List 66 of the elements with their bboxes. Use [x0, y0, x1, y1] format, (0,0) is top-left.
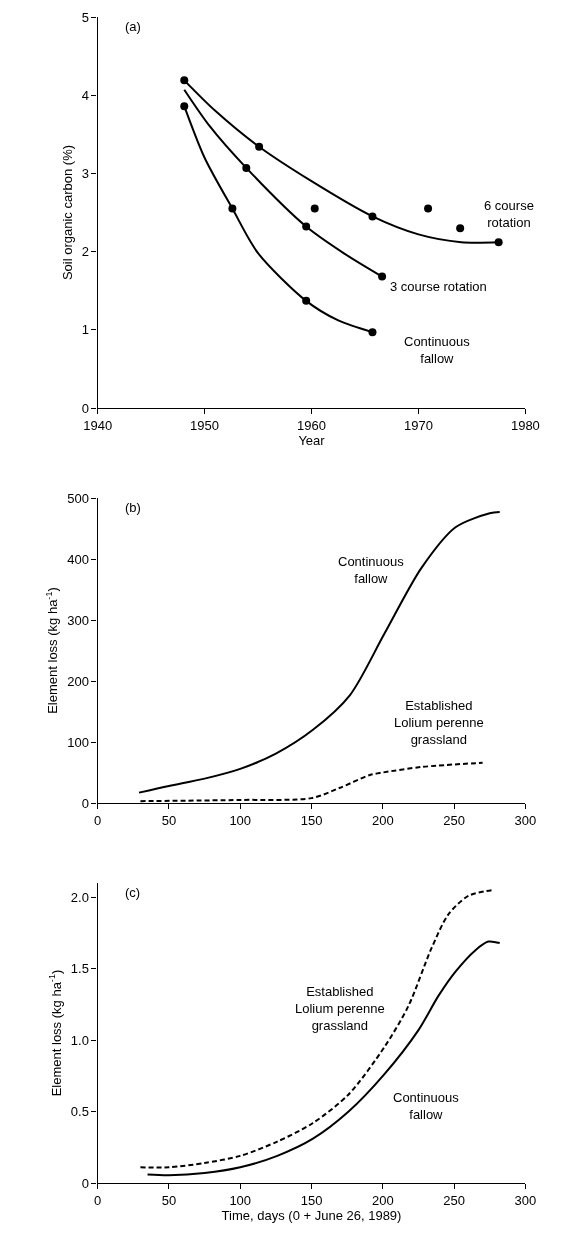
annotation: (a): [125, 19, 141, 34]
x-tick-label: 1970: [403, 417, 433, 433]
series-label: Established Lolium perenne grassland: [394, 698, 484, 747]
y-tick-label: 0.5: [70, 1104, 89, 1120]
y-tick-label: 3: [81, 165, 89, 181]
line-series: [146, 940, 501, 1177]
x-tick-label: 300: [514, 1192, 537, 1208]
y-tick-label: 0: [81, 1175, 89, 1191]
x-axis-title: Time, days (0 + June 26, 1989): [221, 1208, 402, 1224]
x-tick-label: 300: [514, 812, 537, 828]
y-tick-label: 300: [67, 612, 89, 628]
x-tick-label: 150: [300, 1192, 323, 1208]
point: [456, 224, 465, 233]
annotation: (c): [125, 885, 141, 900]
y-tick-label: 0: [81, 400, 89, 416]
x-tick-label: 150: [300, 812, 323, 828]
series-label: Continuous fallow: [393, 1090, 460, 1122]
y-tick-label: 4: [81, 87, 89, 103]
y-tick-label: 100: [67, 734, 89, 750]
x-tick-label: 1960: [297, 417, 326, 433]
y-tick-label: 1.5: [70, 961, 89, 977]
text: Continuous fallow: [404, 334, 471, 366]
point: [302, 296, 311, 305]
x-tick-label: 1980: [510, 417, 540, 433]
x-tick-label: 50: [161, 1192, 177, 1208]
y-axis-title: Soil organic carbon (%): [59, 144, 75, 281]
point: [424, 204, 433, 213]
x-tick-label: 200: [371, 1192, 394, 1208]
line-series: [139, 889, 494, 1169]
point: [255, 142, 264, 151]
y-tick-label: 2: [81, 244, 89, 260]
x-tick-label: 50: [161, 812, 177, 828]
x-tick-label: 0: [94, 1192, 102, 1208]
point: [242, 163, 251, 172]
x-tick-label: 1950: [190, 417, 220, 433]
point: [378, 272, 387, 281]
y-tick-label: 1.0: [70, 1032, 89, 1048]
point: [494, 238, 503, 247]
x-tick-label: 100: [229, 1192, 252, 1208]
x-tick-label: 100: [229, 812, 252, 828]
y-tick-label: 5: [81, 9, 89, 25]
y-tick-label: 2.0: [70, 889, 89, 905]
x-tick-label: 1940: [83, 417, 113, 433]
series-label: Continuous fallow: [338, 554, 405, 586]
y-tick-label: 200: [67, 673, 89, 689]
point: [180, 76, 189, 85]
series-label: Established Lolium perenne grassland: [295, 984, 385, 1033]
point: [310, 204, 319, 213]
point: [228, 204, 237, 213]
x-tick-label: 200: [371, 812, 394, 828]
y-tick-label: 500: [67, 490, 89, 506]
series-label: 6 course rotation: [484, 198, 534, 230]
point: [302, 222, 311, 231]
y-tick-label: 400: [67, 551, 89, 567]
x-tick-label: 0: [94, 812, 102, 828]
point: [368, 212, 377, 221]
series-label: 3 course rotation: [390, 279, 487, 294]
y-tick-label: 1: [81, 322, 89, 338]
annotation: (b): [125, 500, 141, 515]
y-tick-label: 0: [81, 795, 89, 811]
x-axis-title: Year: [298, 433, 326, 449]
x-tick-label: 250: [443, 1192, 465, 1208]
point: [368, 328, 377, 337]
x-tick-label: 250: [443, 812, 465, 828]
line-series: [138, 511, 501, 794]
point: [180, 102, 189, 111]
